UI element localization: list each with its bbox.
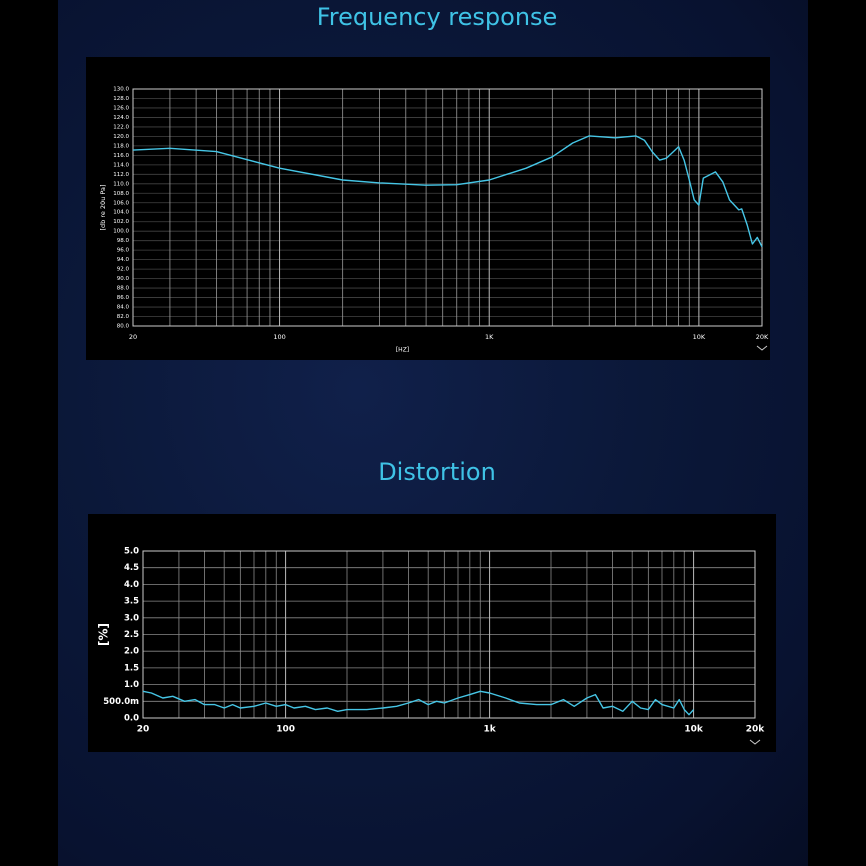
x-tick-label: 10k xyxy=(684,725,704,735)
x-tick-label: 20 xyxy=(137,725,150,735)
y-tick-label: 1.5 xyxy=(124,663,139,673)
x-tick-label: 20k xyxy=(746,725,766,735)
y-tick-label: 122.0 xyxy=(113,124,129,130)
chart-title: Frequency response xyxy=(317,3,558,31)
y-tick-label: 120.0 xyxy=(113,134,129,140)
y-axis-label: [%] xyxy=(97,623,111,646)
data-line xyxy=(132,135,763,248)
expand-icon xyxy=(756,345,768,351)
y-tick-label: 2.0 xyxy=(124,647,139,657)
y-tick-label: 82.0 xyxy=(117,314,130,320)
y-tick-label: 128.0 xyxy=(113,96,129,102)
y-tick-label: 94.0 xyxy=(117,257,130,263)
y-tick-label: 96.0 xyxy=(117,248,130,254)
x-tick-label: 100 xyxy=(276,725,295,735)
y-tick-label: 86.0 xyxy=(117,295,130,301)
expand-icon xyxy=(749,739,761,745)
x-tick-label: 1K xyxy=(485,333,494,341)
y-tick-label: 110.0 xyxy=(113,181,129,187)
y-tick-label: 114.0 xyxy=(113,162,129,168)
chart-panel xyxy=(88,514,776,752)
y-tick-label: 3.5 xyxy=(124,597,139,607)
data-line xyxy=(142,690,695,716)
y-tick-label: 106.0 xyxy=(113,200,129,206)
chart-title: Distortion xyxy=(378,458,496,486)
y-tick-label: 98.0 xyxy=(117,238,130,244)
y-tick-label: 92.0 xyxy=(117,267,130,273)
y-tick-label: 5.0 xyxy=(124,547,139,557)
y-tick-label: 118.0 xyxy=(113,143,129,149)
x-axis-label: [HZ] xyxy=(396,347,409,354)
plot-frame xyxy=(132,88,763,327)
plot-frame xyxy=(142,550,756,719)
x-tick-label: 20K xyxy=(756,333,769,341)
x-tick-label: 10K xyxy=(693,333,706,341)
chart-panel xyxy=(86,57,770,360)
y-tick-label: 100.0 xyxy=(113,229,129,235)
x-tick-label: 20 xyxy=(129,333,137,341)
y-tick-label: 0.0 xyxy=(124,714,139,724)
y-tick-label: 112.0 xyxy=(113,172,129,178)
y-tick-label: 130.0 xyxy=(113,87,129,93)
y-tick-label: 104.0 xyxy=(113,210,129,216)
y-tick-label: 2.5 xyxy=(124,630,139,640)
y-tick-label: 4.0 xyxy=(124,580,139,590)
x-tick-label: 100 xyxy=(273,333,285,341)
y-tick-label: 102.0 xyxy=(113,219,129,225)
y-tick-label: 108.0 xyxy=(113,191,129,197)
y-tick-label: 500.0m xyxy=(103,697,139,707)
y-tick-label: 1.0 xyxy=(124,680,139,690)
y-tick-label: 90.0 xyxy=(117,276,130,282)
y-tick-label: 84.0 xyxy=(117,305,130,311)
y-tick-label: 88.0 xyxy=(117,286,130,292)
x-tick-label: 1k xyxy=(483,725,496,735)
y-tick-label: 4.5 xyxy=(124,563,139,573)
y-tick-label: 126.0 xyxy=(113,105,129,111)
y-tick-label: 124.0 xyxy=(113,115,129,121)
y-tick-label: 116.0 xyxy=(113,153,129,159)
y-tick-label: 80.0 xyxy=(117,324,130,330)
y-axis-label: [db re 20u Pa] xyxy=(99,184,107,230)
y-tick-label: 3.0 xyxy=(124,613,139,623)
